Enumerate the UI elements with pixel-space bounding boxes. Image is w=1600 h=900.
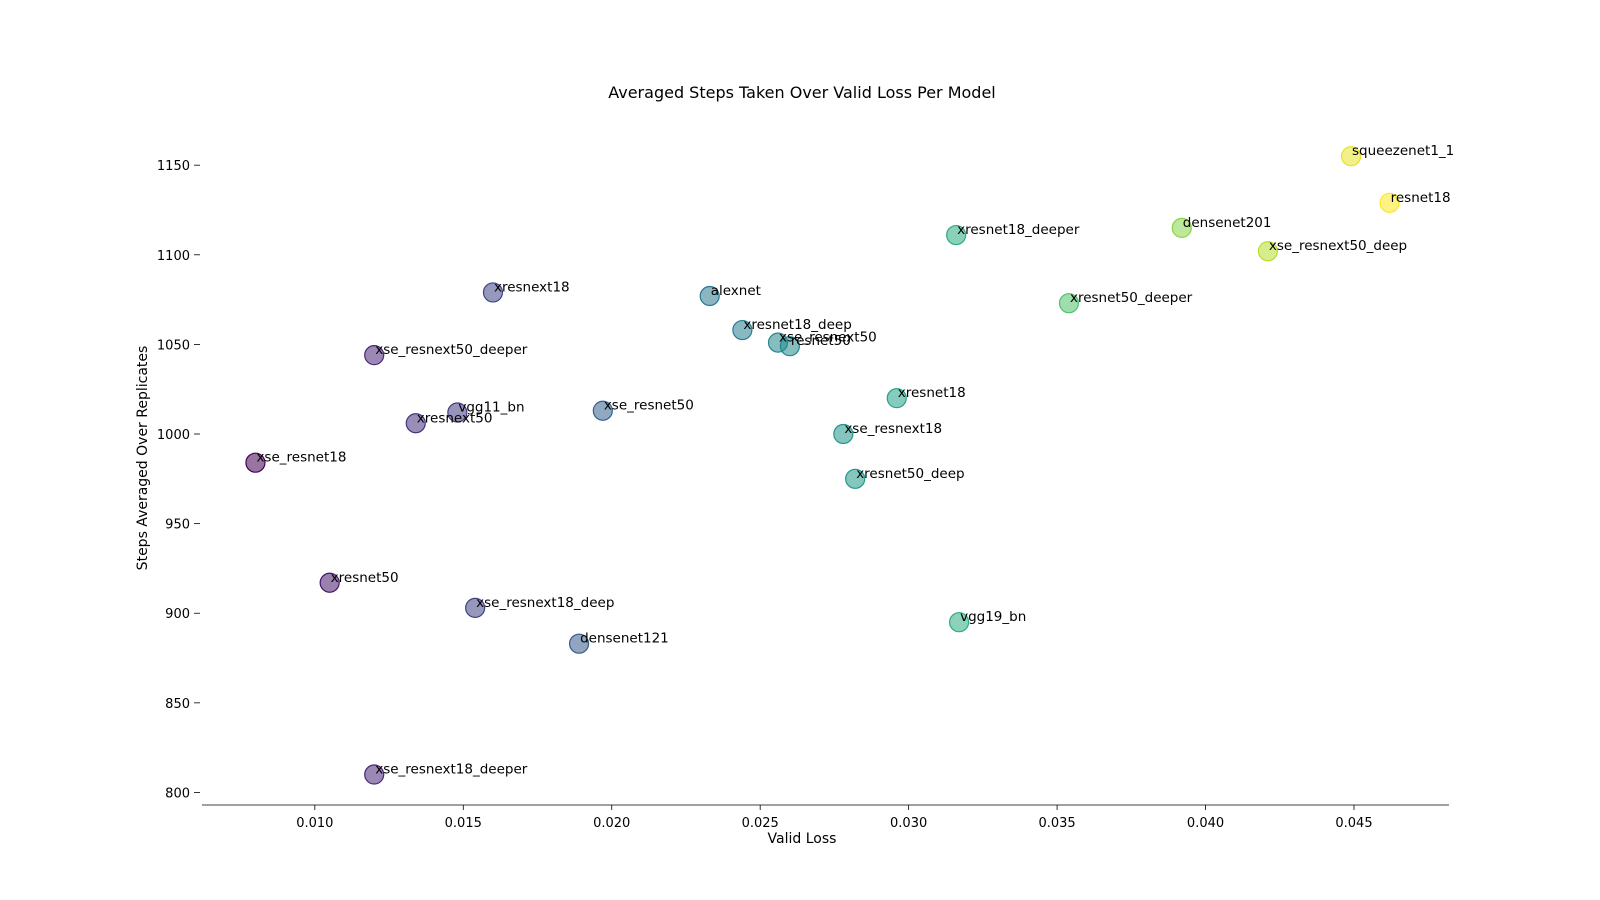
data-point xyxy=(364,764,385,785)
y-tick-label: 800 xyxy=(165,786,190,801)
data-point xyxy=(699,285,720,307)
data-point xyxy=(447,402,468,423)
x-tick-label: 0.045 xyxy=(1335,816,1372,831)
y-tick-label: 1000 xyxy=(157,428,190,443)
x-tick-label: 0.010 xyxy=(296,816,333,831)
x-tick-label: 0.030 xyxy=(890,816,927,831)
data-point-label: resnet50 xyxy=(791,333,851,349)
data-point xyxy=(946,224,967,246)
data-point-label: xresnet50_deep xyxy=(856,466,964,482)
data-point-label: densenet201 xyxy=(1183,215,1272,231)
data-point xyxy=(364,345,385,366)
data-point xyxy=(319,572,340,593)
data-point xyxy=(845,468,866,489)
data-point-label: vgg19_bn xyxy=(960,609,1026,625)
y-tick-label: 1050 xyxy=(157,338,190,353)
data-point xyxy=(245,452,266,473)
data-point-label: xse_resnext18_deep xyxy=(476,595,614,611)
data-point-label: xse_resnext50_deeper xyxy=(375,342,528,358)
data-point xyxy=(405,413,426,434)
point-labels: squeezenet1_1 resnet18 densenet201 xse_resn… xyxy=(256,143,1454,777)
data-point-label: xresnet50_deeper xyxy=(1070,290,1193,306)
y-axis-label: Steps Averaged Over Replicates xyxy=(135,346,151,571)
data-point-label: densenet121 xyxy=(580,631,669,647)
data-point-label: resnet18 xyxy=(1391,190,1451,206)
data-point xyxy=(568,633,590,654)
data-point xyxy=(1058,293,1080,314)
data-point xyxy=(949,612,970,633)
y-tick-label: 950 xyxy=(165,518,190,533)
data-point xyxy=(833,423,854,445)
data-point xyxy=(1340,146,1362,167)
x-tick-label: 0.035 xyxy=(1038,816,1075,831)
x-tick-label: 0.040 xyxy=(1187,816,1224,831)
data-point-label: xse_resnet18 xyxy=(256,450,346,466)
data-point-label: xse_resnext50 xyxy=(779,330,877,346)
data-point-label: xse_resnext50_deep xyxy=(1269,238,1407,254)
x-tick-label: 0.025 xyxy=(742,816,779,831)
data-point xyxy=(1171,217,1192,239)
y-axis: 800 850 900 950 1000 1050 1100 1150 xyxy=(157,159,200,801)
chart-title: Averaged Steps Taken Over Valid Loss Per… xyxy=(608,83,996,102)
data-point-label: xresnext18 xyxy=(494,279,570,295)
data-point xyxy=(1379,192,1400,213)
data-point-label: xse_resnet50 xyxy=(604,398,694,414)
data-point xyxy=(886,388,907,409)
data-point xyxy=(732,319,753,341)
data-point-label: alexnet xyxy=(711,283,761,299)
x-tick-label: 0.020 xyxy=(593,816,630,831)
data-point xyxy=(592,400,613,421)
data-point xyxy=(465,597,486,618)
y-tick-label: 850 xyxy=(165,697,190,712)
y-tick-label: 1100 xyxy=(157,249,190,264)
data-point-label: xresnet18_deep xyxy=(743,317,851,333)
data-point xyxy=(779,336,800,357)
x-axis-label: Valid Loss xyxy=(768,831,837,847)
data-point-label: xresnet18 xyxy=(898,385,966,401)
data-point xyxy=(1257,241,1278,262)
y-tick-label: 1150 xyxy=(157,159,190,174)
data-point-label: xresnext50 xyxy=(417,410,493,426)
data-point-label: xresnet50 xyxy=(331,570,399,586)
x-axis: 0.010 0.015 0.020 0.025 0.030 0.035 0.040 0.045 xyxy=(202,804,1449,831)
data-point-label: xresnet18_deeper xyxy=(957,222,1080,238)
data-point xyxy=(482,282,504,303)
data-point-label: xse_resnext18 xyxy=(844,421,942,437)
data-point-label: squeezenet1_1 xyxy=(1352,143,1454,159)
y-tick-label: 900 xyxy=(165,607,190,622)
data-point-label: xse_resnext18_deeper xyxy=(375,762,528,778)
data-point-label: vgg11_bn xyxy=(458,400,524,416)
data-points xyxy=(245,146,1400,785)
x-tick-label: 0.015 xyxy=(445,816,482,831)
